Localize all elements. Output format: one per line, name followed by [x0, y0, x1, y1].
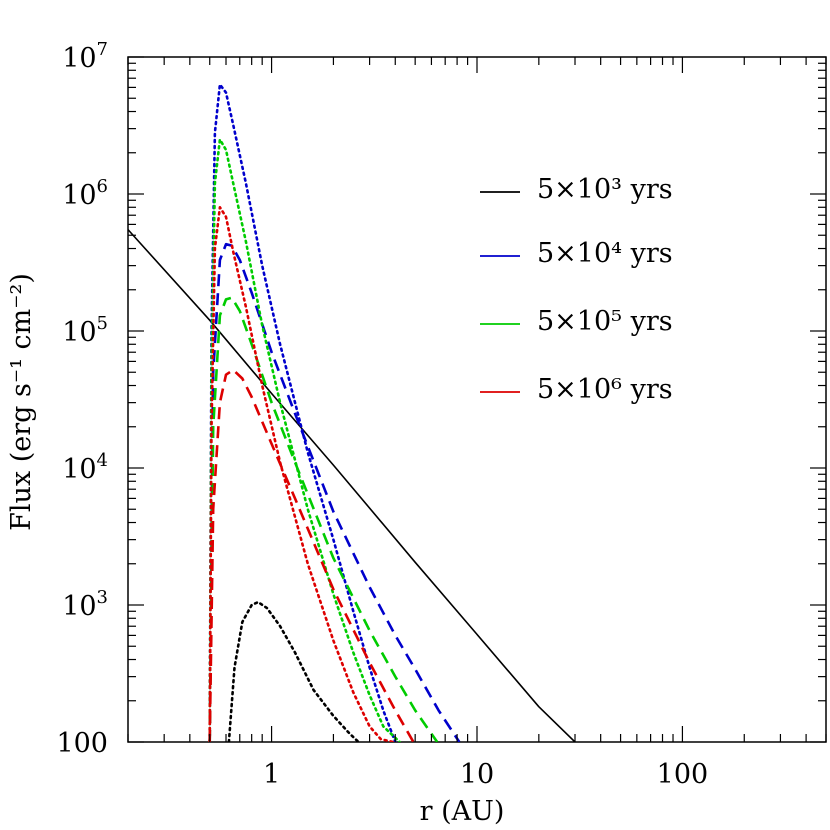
- y-tick-base: 10: [62, 454, 96, 485]
- x-tick-label: 1: [263, 759, 280, 790]
- y-tick-label: 100: [56, 728, 108, 759]
- y-tick-label: 107: [62, 39, 108, 74]
- legend: 5×10³ yrs 5×10⁴ yrs 5×10⁵ yrs 5×10⁶ yrs: [480, 174, 673, 405]
- y-tick-label: 103: [62, 587, 108, 622]
- series-line-dashed-blue: [208, 242, 461, 742]
- legend-label: 5×10⁵ yrs: [537, 306, 673, 337]
- x-axis-label: r (AU): [420, 796, 505, 827]
- y-tick-base: 10: [62, 591, 96, 622]
- y-tick-exponent: 5: [97, 313, 108, 334]
- series-line-solid-black: [128, 229, 576, 742]
- series-line-dotted-red: [208, 206, 395, 742]
- legend-label: 5×10³ yrs: [537, 174, 673, 205]
- y-tick-base: 100: [56, 728, 108, 759]
- y-tick-exponent: 3: [97, 587, 108, 608]
- series-line-dotted-blue: [208, 83, 397, 742]
- y-axis-label: Flux (erg s⁻¹ cm⁻²): [6, 273, 37, 531]
- y-tick-exponent: 6: [97, 176, 108, 197]
- y-tick-base: 10: [62, 43, 96, 74]
- plot-area: [127, 56, 827, 743]
- x-tick-label: 10: [460, 759, 494, 790]
- axis-ticks: [127, 56, 827, 743]
- series-line-dashed-green: [208, 296, 439, 742]
- series-line-dotted-green: [208, 138, 401, 742]
- y-tick-label: 106: [62, 176, 108, 211]
- y-tick-exponent: 7: [97, 39, 108, 60]
- legend-label: 5×10⁴ yrs: [537, 238, 673, 269]
- legend-label: 5×10⁶ yrs: [537, 374, 673, 405]
- series-lines: [128, 83, 576, 742]
- y-tick-base: 10: [62, 180, 96, 211]
- series-line-dotted-black: [227, 600, 360, 742]
- y-tick-exponent: 4: [97, 450, 108, 471]
- y-tick-label: 104: [62, 450, 108, 485]
- series-line-dashed-red: [208, 368, 415, 742]
- plot-frame: [127, 56, 827, 743]
- y-tick-base: 10: [62, 317, 96, 348]
- y-tick-label: 105: [62, 313, 108, 348]
- x-tick-label: 100: [657, 759, 709, 790]
